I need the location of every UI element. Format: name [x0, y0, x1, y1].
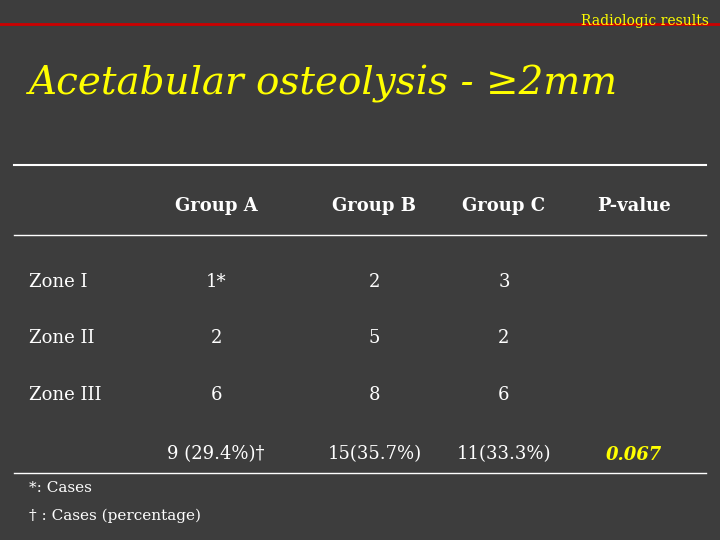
Text: 0.067: 0.067	[606, 446, 662, 463]
Text: 2: 2	[369, 273, 380, 291]
Text: *: Cases: *: Cases	[29, 481, 91, 495]
Text: 11(33.3%): 11(33.3%)	[456, 446, 552, 463]
Text: 8: 8	[369, 386, 380, 404]
Text: Group A: Group A	[175, 197, 257, 215]
Text: Zone II: Zone II	[29, 329, 94, 347]
Text: P-value: P-value	[597, 197, 670, 215]
Text: Group B: Group B	[333, 197, 416, 215]
Text: 1*: 1*	[206, 273, 226, 291]
Text: 3: 3	[498, 273, 510, 291]
Text: 6: 6	[210, 386, 222, 404]
Text: 2: 2	[498, 329, 510, 347]
Text: 5: 5	[369, 329, 380, 347]
Text: 9 (29.4%)†: 9 (29.4%)†	[167, 446, 265, 463]
Text: Zone III: Zone III	[29, 386, 102, 404]
Text: Acetabular osteolysis - ≥2mm: Acetabular osteolysis - ≥2mm	[29, 65, 618, 103]
Text: 2: 2	[210, 329, 222, 347]
Text: Zone I: Zone I	[29, 273, 87, 291]
Text: 6: 6	[498, 386, 510, 404]
Text: 15(35.7%): 15(35.7%)	[328, 446, 421, 463]
Text: † : Cases (percentage): † : Cases (percentage)	[29, 509, 201, 523]
Text: Group C: Group C	[462, 197, 546, 215]
Text: Radiologic results: Radiologic results	[581, 14, 709, 28]
